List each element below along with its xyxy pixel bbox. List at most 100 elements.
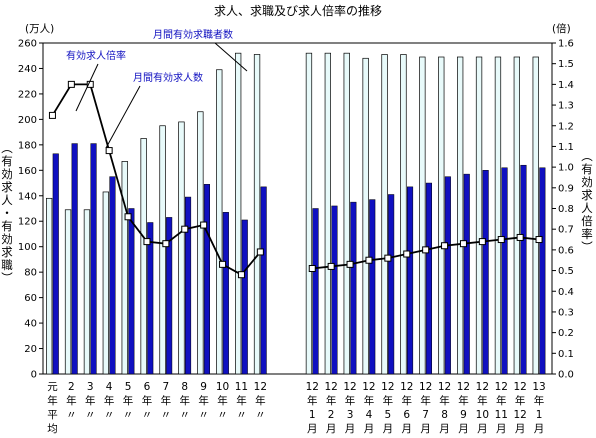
right-axis-label: ︵ 有効求人倍率 ︶ xyxy=(581,149,593,254)
right-tick-label: 1.1 xyxy=(558,142,574,153)
x-tick-label: 13 xyxy=(532,381,545,393)
bar-job-openings xyxy=(90,143,97,375)
bar-job-seekers xyxy=(457,56,464,375)
ratio-point xyxy=(478,238,486,246)
left-tick-label: 60 xyxy=(24,293,37,304)
left-tick-label: 220 xyxy=(18,89,37,100)
bar-job-seekers xyxy=(121,161,128,375)
x-tick-label: 12 xyxy=(306,381,319,393)
x-tick-label: 〃 xyxy=(198,409,209,421)
x-tick-label: 年 xyxy=(458,394,469,407)
left-tick-label: 200 xyxy=(18,115,37,126)
bar-job-openings xyxy=(520,164,527,375)
x-tick-label: 7 xyxy=(422,409,429,421)
x-tick-label: 7 xyxy=(163,381,170,393)
x-tick-label: 3 xyxy=(87,381,94,393)
annotation-openings: 月間有効求人数 xyxy=(133,71,203,84)
x-tick-label: 〃 xyxy=(236,409,247,421)
left-axis: 0 20 40 60 80 100 120 140 160 180 200 220 240 260 xyxy=(18,39,43,381)
x-tick-label: 年 xyxy=(180,394,191,407)
x-tick-label: 6 xyxy=(403,409,410,421)
ratio-series-line xyxy=(51,83,262,276)
bar-job-seekers xyxy=(305,52,313,375)
x-tick-label: 10 xyxy=(476,409,489,421)
bar-job-seekers xyxy=(381,54,388,375)
x-tick-label: 年 xyxy=(66,394,77,407)
bars xyxy=(45,52,546,375)
x-tick-label: 5 xyxy=(125,381,132,393)
x-tick-label: 月 xyxy=(420,423,431,435)
x-tick-label: 10 xyxy=(216,381,229,393)
bar-job-openings xyxy=(203,184,210,375)
x-tick-label: 平 xyxy=(47,409,58,421)
bar-job-seekers xyxy=(178,121,185,375)
x-tick-label: 年 xyxy=(383,394,394,407)
left-tick-label: 0 xyxy=(31,370,37,381)
bar-job-openings xyxy=(463,173,470,375)
annotations: 有効求人倍率 月間有効求人数 月間有効求職者数 xyxy=(66,28,248,149)
x-tick-label: 年 xyxy=(326,394,337,407)
x-tick-label: 12 xyxy=(513,409,526,421)
bar-job-openings xyxy=(52,153,59,375)
ratio-point xyxy=(48,111,56,119)
x-tick-label: 11 xyxy=(235,381,248,393)
left-tick-label: 180 xyxy=(18,140,37,151)
ratio-point xyxy=(403,250,411,258)
ratio-point xyxy=(67,80,75,88)
bar-job-openings xyxy=(260,186,267,375)
bar-job-seekers xyxy=(400,54,407,375)
right-tick-label: 0.3 xyxy=(558,307,574,318)
plot-frame xyxy=(42,42,553,375)
left-tick-label: 80 xyxy=(24,268,37,279)
x-tick-label: 年 xyxy=(420,394,431,407)
left-tick-label: 160 xyxy=(18,166,37,177)
ratio-point xyxy=(219,260,227,268)
x-tick-label: 元 xyxy=(47,381,58,393)
ratio-point xyxy=(105,147,113,155)
left-tick-label: 240 xyxy=(18,64,37,75)
x-tick-label: 年 xyxy=(534,394,545,407)
ratio-point xyxy=(365,256,373,264)
right-tick-label: 0.5 xyxy=(558,266,574,277)
bar-job-openings xyxy=(482,170,489,375)
left-tick-label: 40 xyxy=(24,319,37,330)
x-tick-label: 〃 xyxy=(142,409,153,421)
bar-job-openings xyxy=(407,186,414,375)
bar-job-openings xyxy=(331,205,338,375)
ratio-point xyxy=(384,254,392,262)
x-tick-label: 2 xyxy=(68,381,75,393)
bar-job-openings xyxy=(539,167,546,375)
bar-job-seekers xyxy=(513,56,520,375)
x-tick-label: 年 xyxy=(236,394,247,407)
x-tick-label: 年 xyxy=(477,394,488,407)
right-axis: 0.0 0.1 0.2 0.3 0.4 0.5 0.6 0.7 0.8 0.9 1.0 1.1 1.2 1… xyxy=(552,39,574,381)
chart-title: 求人、求職及び求人倍率の推移 xyxy=(214,3,382,18)
x-tick-label: 月 xyxy=(402,423,413,435)
left-tick-label: 260 xyxy=(18,39,37,50)
bar-job-seekers xyxy=(197,111,204,375)
x-tick-label: 〃 xyxy=(85,409,96,421)
x-tick-label: 年 xyxy=(307,394,318,407)
left-axis-label: ︵ 有効求人・有効求職 ︶ xyxy=(1,141,13,285)
bar-job-seekers xyxy=(64,209,72,375)
x-tick-label: 12 xyxy=(419,381,432,393)
x-tick-label: 12 xyxy=(381,381,394,393)
annotation-seekers: 月間有効求職者数 xyxy=(153,28,233,41)
bar-job-seekers xyxy=(216,69,223,375)
ratio-point xyxy=(497,236,505,244)
x-tick-label: 年 xyxy=(198,394,209,407)
left-tick-label: 120 xyxy=(18,217,37,228)
x-tick-label: 1 xyxy=(536,409,543,421)
bar-job-openings xyxy=(425,182,432,375)
x-tick-label: 年 xyxy=(439,394,450,407)
bar-job-seekers xyxy=(494,56,502,375)
x-tick-label: 12 xyxy=(362,381,375,393)
ratio-point xyxy=(237,271,245,279)
x-tick-label: 年 xyxy=(104,394,115,407)
right-axis-unit: (倍) xyxy=(552,22,571,35)
annotation-leader-openings xyxy=(105,85,141,149)
x-tick-label: 月 xyxy=(534,423,545,435)
x-tick-label: 〃 xyxy=(104,409,115,421)
x-tick-label: 12 xyxy=(343,381,356,393)
